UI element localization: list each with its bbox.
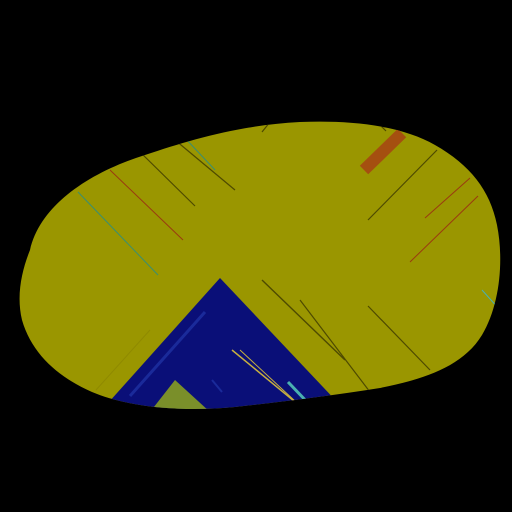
streak-line bbox=[424, 177, 471, 219]
blue-triangle bbox=[100, 278, 340, 410]
orange-accent-bar bbox=[359, 128, 407, 175]
streak-line bbox=[174, 139, 236, 191]
blob-detail-group bbox=[77, 121, 501, 410]
olive-blob bbox=[19, 121, 501, 410]
streak-line bbox=[299, 299, 371, 393]
triangle-inner-line bbox=[211, 379, 223, 393]
streak-line bbox=[261, 279, 346, 361]
streak-line bbox=[409, 195, 479, 263]
green-tip bbox=[150, 380, 210, 410]
triangle-inner-line bbox=[128, 311, 207, 397]
streak-line bbox=[367, 149, 438, 221]
streak-line bbox=[95, 329, 151, 391]
streak-line bbox=[367, 305, 431, 371]
triangle-inner-line bbox=[239, 349, 297, 403]
streak-line bbox=[184, 137, 216, 171]
triangle-inner-line bbox=[231, 349, 301, 407]
streak-line bbox=[77, 191, 159, 276]
streak-line bbox=[137, 149, 196, 207]
streak-line bbox=[109, 169, 184, 241]
